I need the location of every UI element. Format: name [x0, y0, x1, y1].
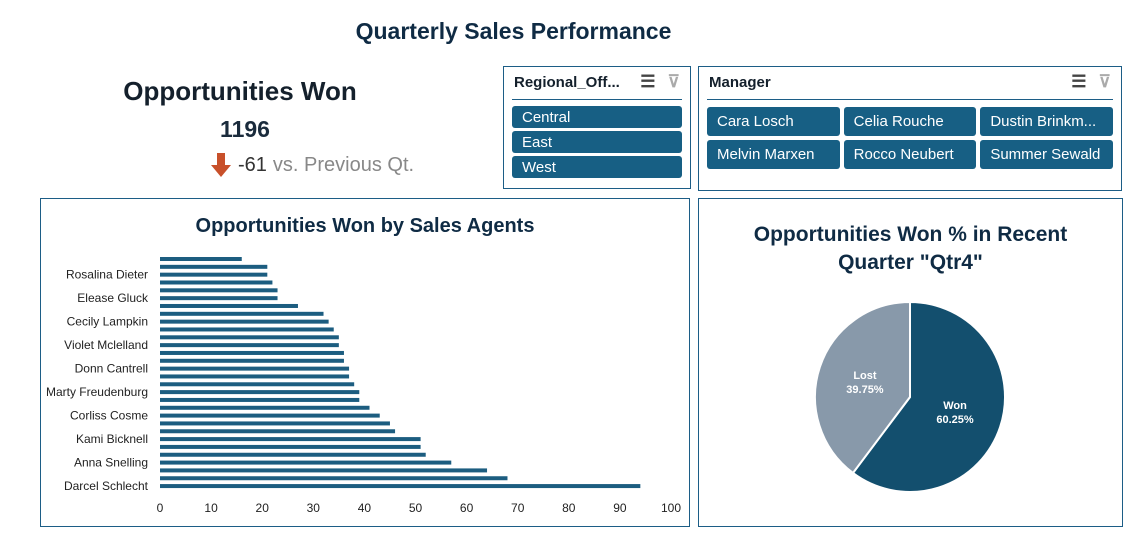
category-label: Violet Mclelland: [64, 338, 148, 352]
pie-percent: 60.25%: [936, 414, 974, 426]
bar: [160, 257, 242, 261]
multi-select-icon[interactable]: ☰: [640, 72, 656, 91]
category-label: Donn Cantrell: [75, 362, 148, 376]
x-tick-label: 80: [562, 501, 576, 515]
bar: [160, 343, 339, 348]
bar: [160, 405, 370, 410]
bar: [160, 460, 452, 465]
slicer-item-manager[interactable]: Melvin Marxen: [707, 140, 840, 169]
dashboard-title: Quarterly Sales Performance: [355, 18, 672, 44]
bar: [160, 264, 268, 269]
bar: [160, 374, 350, 379]
slicer-item-east[interactable]: East: [512, 131, 682, 153]
bar: [160, 327, 334, 332]
bar: [160, 350, 344, 355]
bar: [160, 280, 273, 285]
category-label: Anna Snelling: [74, 456, 148, 470]
x-tick-label: 30: [307, 501, 321, 515]
bar-chart-title: Opportunities Won by Sales Agents: [195, 215, 535, 237]
clear-filter-icon[interactable]: ⊽: [667, 72, 680, 91]
multi-select-icon[interactable]: ☰: [1071, 72, 1087, 91]
x-tick-label: 10: [204, 501, 218, 515]
slicer-item-manager[interactable]: Cara Losch: [707, 107, 840, 136]
x-tick-label: 90: [613, 501, 627, 515]
bar: [160, 303, 298, 308]
slicer-title: Regional_Off...: [514, 73, 620, 91]
pie-label: Won: [943, 400, 967, 412]
x-tick-label: 40: [358, 501, 372, 515]
slicer-item-manager[interactable]: Rocco Neubert: [843, 140, 977, 169]
x-tick-label: 50: [409, 501, 423, 515]
bar-chart-panel: Opportunities Won by Sales Agents Rosali…: [40, 198, 690, 527]
bar: [160, 319, 329, 324]
slicer-item-manager[interactable]: Celia Rouche: [843, 107, 977, 136]
regional-office-slicer: Regional_Off... ☰ ⊽ Central East West: [503, 66, 691, 189]
x-tick-label: 0: [157, 501, 164, 515]
bar: [160, 421, 390, 426]
pie-slice-won: [851, 300, 1006, 493]
slicer-item-manager[interactable]: Summer Sewald: [980, 140, 1113, 169]
bar: [160, 358, 344, 363]
pie-chart: Won 60.25% Lost 39.75%: [814, 300, 1006, 493]
bar: [160, 452, 426, 457]
bar: [160, 413, 380, 418]
x-tick-label: 60: [460, 501, 474, 515]
slicer-item-west[interactable]: West: [512, 156, 682, 178]
pie-slice-lost: [814, 300, 911, 475]
slicer-title: Manager: [709, 73, 771, 91]
x-tick-label: 100: [661, 501, 681, 515]
bar: [160, 437, 421, 442]
category-label: Corliss Cosme: [70, 409, 148, 423]
kpi-title: Opportunities Won: [123, 76, 357, 106]
category-label: Kami Bicknell: [76, 432, 148, 446]
bar: [160, 484, 641, 489]
bar: [160, 468, 488, 473]
pie-percent: 39.75%: [846, 384, 884, 396]
bar: [160, 288, 278, 293]
bar: [160, 335, 339, 340]
kpi-delta-value: -61: [238, 153, 267, 176]
category-label: Rosalina Dieter: [66, 268, 148, 282]
bar: [160, 272, 268, 277]
pie-chart-title-line1: Opportunities Won % in Recent: [753, 223, 1068, 246]
category-label: Elease Gluck: [77, 291, 149, 305]
slicer-item-central[interactable]: Central: [512, 106, 682, 128]
pie-chart-panel: Opportunities Won % in Recent Quarter "Q…: [698, 198, 1123, 527]
bar-chart: Rosalina Dieter Elease Gluck Cecily Lampki…: [46, 257, 681, 515]
kpi-value: 1196: [220, 116, 270, 142]
kpi-delta: -61 vs. Previous Qt.: [210, 152, 414, 178]
pie-label: Lost: [853, 370, 877, 382]
bar: [160, 444, 421, 449]
category-label: Darcel Schlecht: [64, 479, 149, 493]
kpi-delta-label: vs. Previous Qt.: [272, 153, 415, 176]
bar: [160, 366, 350, 371]
slicer-item-manager[interactable]: Dustin Brinkm...: [980, 107, 1113, 136]
category-label: Marty Freudenburg: [46, 385, 148, 399]
category-label: Cecily Lampkin: [67, 315, 148, 329]
arrow-down-icon: [211, 153, 231, 177]
x-tick-label: 20: [256, 501, 270, 515]
bar: [160, 397, 360, 402]
bar: [160, 382, 355, 387]
bar: [160, 390, 360, 395]
bar: [160, 296, 278, 301]
manager-slicer: Manager ☰ ⊽ Cara Losch Celia Rouche Dusti…: [698, 66, 1122, 191]
bar: [160, 311, 324, 316]
x-tick-label: 70: [511, 501, 525, 515]
bar: [160, 429, 396, 434]
bar: [160, 476, 508, 481]
clear-filter-icon[interactable]: ⊽: [1098, 72, 1111, 91]
pie-chart-title-line2: Quarter "Qtr4": [838, 251, 983, 274]
